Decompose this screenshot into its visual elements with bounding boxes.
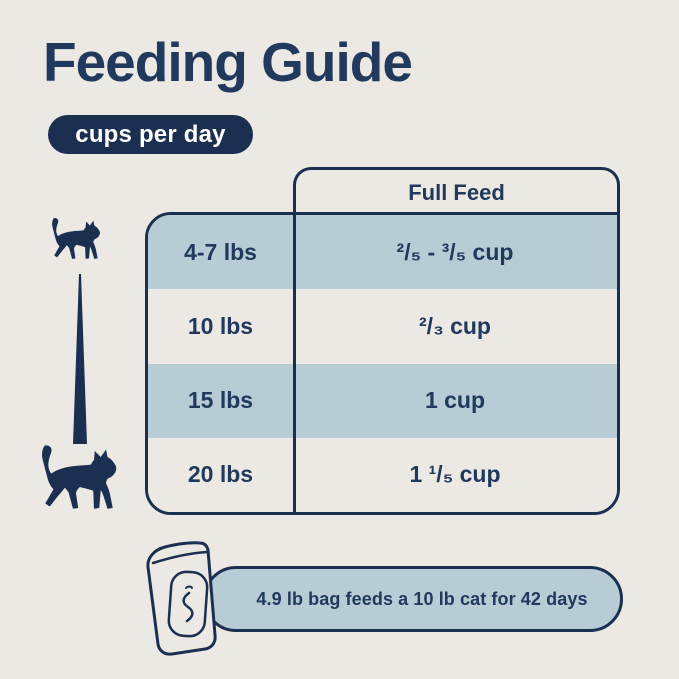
bag-note-pill: 4.9 lb bag feeds a 10 lb cat for 42 days	[203, 566, 623, 632]
feeding-table: 4-7 lbs ²/₅ - ³/₅ cup 10 lbs ²/₃ cup 15 …	[145, 212, 620, 515]
column-header-label: Full Feed	[408, 179, 505, 205]
large-cat-icon	[42, 445, 117, 509]
table-column-divider	[293, 215, 296, 512]
units-badge-label: cups per day	[75, 120, 226, 148]
full-feed-cell: ²/₅ - ³/₅ cup	[396, 238, 514, 265]
bag-note-text: 4.9 lb bag feeds a 10 lb cat for 42 days	[256, 588, 588, 609]
full-feed-cell: 1 cup	[424, 387, 486, 414]
weight-scale-wedge-icon	[73, 274, 87, 444]
table-row: 15 lbs 1 cup	[148, 363, 617, 438]
weight-cell: 10 lbs	[187, 312, 254, 339]
table-column-header: Full Feed	[293, 167, 620, 215]
small-cat-icon	[52, 218, 100, 259]
weight-cell: 15 lbs	[187, 387, 254, 414]
cat-food-bag-icon	[146, 541, 217, 656]
units-badge: cups per day	[48, 115, 253, 154]
table-row: 20 lbs 1 ¹/₅ cup	[148, 437, 617, 512]
table-row: 4-7 lbs ²/₅ - ³/₅ cup	[148, 215, 617, 290]
full-feed-cell: 1 ¹/₅ cup	[409, 461, 501, 488]
weight-cell: 20 lbs	[187, 461, 254, 488]
table-row: 10 lbs ²/₃ cup	[148, 289, 617, 364]
full-feed-cell: ²/₃ cup	[419, 312, 491, 339]
weight-cell: 4-7 lbs	[184, 238, 257, 265]
page-title: Feeding Guide	[43, 31, 413, 93]
